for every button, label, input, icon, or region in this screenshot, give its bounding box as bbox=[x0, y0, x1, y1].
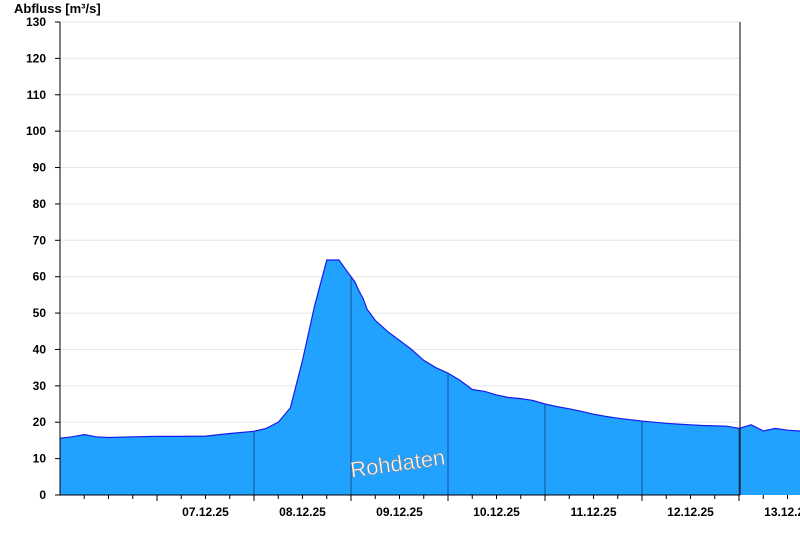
y-tick-label-20: 20 bbox=[33, 415, 47, 429]
y-tick-label-90: 90 bbox=[33, 161, 47, 175]
x-tick-label-08.12.25: 08.12.25 bbox=[279, 505, 326, 519]
y-tick-label-50: 50 bbox=[33, 306, 47, 320]
day-separators bbox=[253, 276, 740, 495]
series-line bbox=[59, 259, 800, 439]
y-ticks: 0 10 20 30 40 50 60 70 80 90 100 110 120 130 bbox=[26, 15, 60, 502]
y-tick-label-10: 10 bbox=[33, 452, 47, 466]
y-tick-label-130: 130 bbox=[26, 15, 46, 29]
grid bbox=[60, 21, 740, 460]
y-tick-label-30: 30 bbox=[33, 379, 47, 393]
y-tick-label-0: 0 bbox=[39, 488, 46, 502]
y-tick-label-100: 100 bbox=[26, 124, 46, 138]
series-area bbox=[60, 260, 800, 495]
x-ticks: 07.12.25 08.12.25 09.12.25 10.12.25 11.12.25… bbox=[83, 495, 800, 519]
x-tick-label-07.12.25: 07.12.25 bbox=[182, 505, 229, 519]
y-axis-label: Abfluss [m³/s] bbox=[14, 1, 101, 16]
x-tick-label-13.12.25: 13.12.25 bbox=[764, 505, 800, 519]
y-tick-label-60: 60 bbox=[33, 270, 47, 284]
x-tick-label-10.12.25: 10.12.25 bbox=[473, 505, 520, 519]
y-tick-label-40: 40 bbox=[33, 342, 47, 356]
series-layer bbox=[59, 259, 800, 495]
x-tick-label-11.12.25: 11.12.25 bbox=[570, 505, 616, 519]
x-tick-label-09.12.25: 09.12.25 bbox=[376, 505, 423, 519]
x-tick-label-12.12.25: 12.12.25 bbox=[667, 505, 714, 519]
y-tick-label-70: 70 bbox=[33, 233, 47, 247]
y-tick-label-80: 80 bbox=[33, 197, 47, 211]
y-tick-label-110: 110 bbox=[27, 88, 47, 102]
y-tick-label-120: 120 bbox=[26, 51, 46, 65]
